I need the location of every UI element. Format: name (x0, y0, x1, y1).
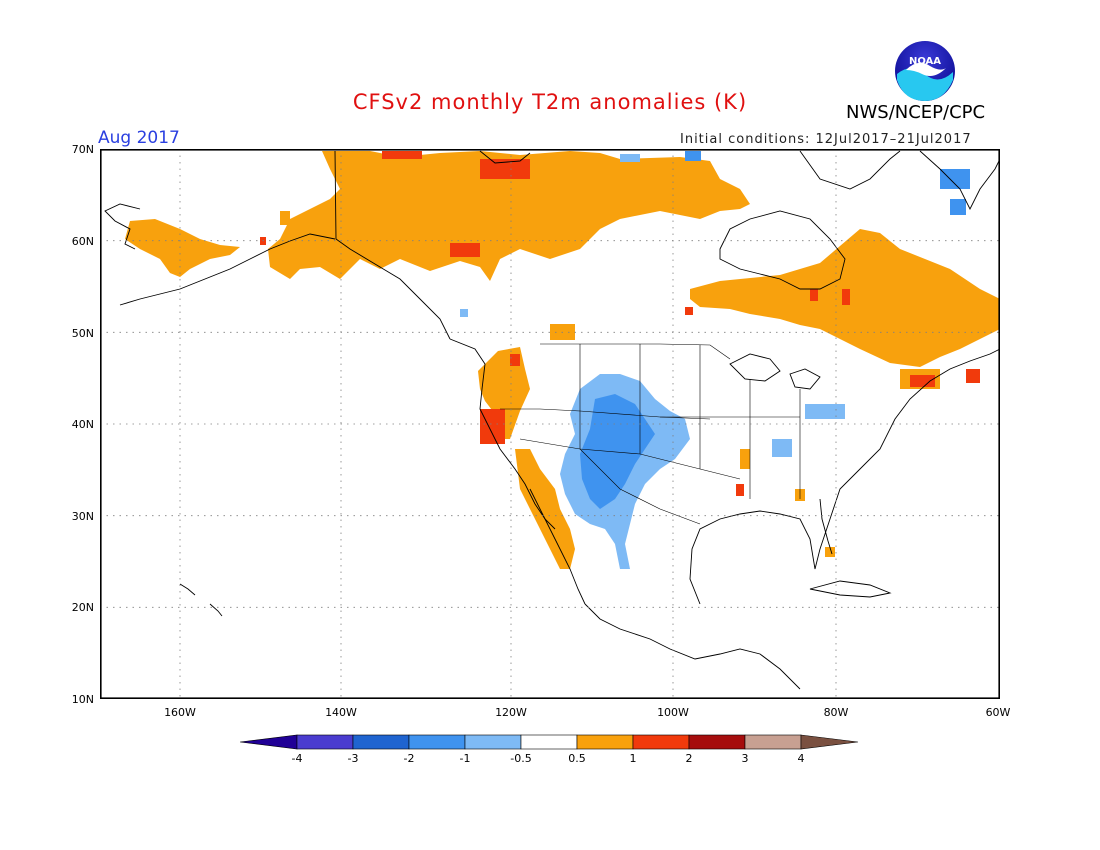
lon-label-120w: 120W (495, 706, 527, 719)
legend-label: -2 (403, 752, 415, 765)
noaa-logo-icon: NOAA (895, 41, 955, 101)
colorbar-swatch (240, 734, 298, 750)
logo-text: NOAA (909, 56, 941, 67)
lon-label-140w: 140W (325, 706, 357, 719)
legend-label: -3 (347, 752, 359, 765)
anomaly-map (100, 149, 1000, 699)
coastlines (104, 150, 1000, 690)
legend-label: -1 (459, 752, 471, 765)
legend-label: -0.5 (510, 752, 532, 765)
chart-title: CFSv2 monthly T2m anomalies (K) (352, 90, 748, 114)
lat-label-40n: 40N (71, 418, 94, 431)
colorbar-swatch (296, 734, 354, 750)
legend-label: 2 (685, 752, 693, 765)
lat-label-30n: 30N (71, 510, 94, 523)
lat-label-50n: 50N (71, 327, 94, 340)
legend-label: 3 (741, 752, 749, 765)
colorbar-legend (240, 734, 859, 750)
lon-label-60w: 60W (985, 706, 1011, 719)
agency-label: NWS/NCEP/CPC (846, 102, 986, 123)
legend-label: 4 (797, 752, 805, 765)
colorbar-swatch (352, 734, 410, 750)
colorbar-swatch (408, 734, 466, 750)
cooler-core-regions (580, 151, 970, 509)
borders (500, 343, 801, 525)
colorbar-swatch (800, 734, 859, 750)
lat-label-60n: 60N (71, 235, 94, 248)
lon-label-80w: 80W (823, 706, 849, 719)
colorbar-swatch (744, 734, 802, 750)
lon-label-100w: 100W (657, 706, 689, 719)
legend-label: -4 (291, 752, 303, 765)
colorbar-swatch (464, 734, 522, 750)
legend-label: 1 (629, 752, 637, 765)
colorbar-swatch (632, 734, 690, 750)
lat-label-10n: 10N (71, 693, 94, 706)
lon-label-160w: 160W (164, 706, 196, 719)
lat-label-70n: 70N (71, 143, 94, 156)
valid-month-label: Aug 2017 (98, 128, 180, 148)
colorbar-swatch (520, 734, 578, 750)
colorbar-swatch (688, 734, 746, 750)
initial-conditions-label: Initial conditions: 12Jul2017–21Jul2017 (680, 132, 972, 147)
gridlines (100, 149, 1000, 699)
legend-label: 0.5 (568, 752, 586, 765)
colorbar-swatch (576, 734, 634, 750)
lat-label-20n: 20N (71, 601, 94, 614)
